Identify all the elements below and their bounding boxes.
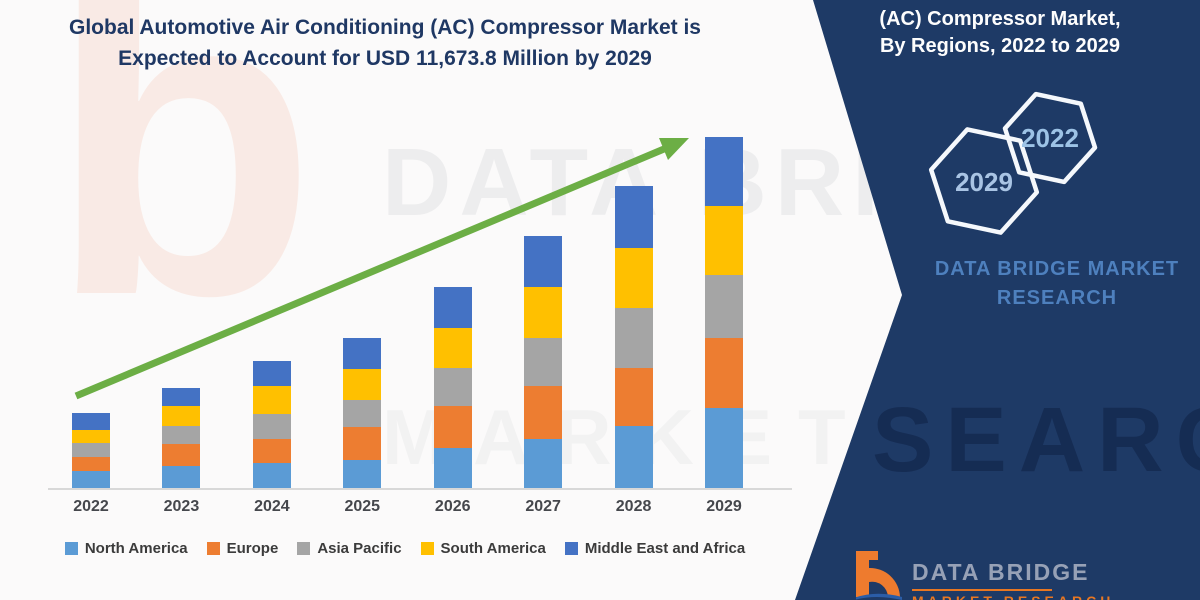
bar-2027 [524,236,563,488]
legend-item-north-america: North America [64,540,188,557]
x-axis-label-2022: 2022 [73,498,109,515]
sidebar-heading-line2: By Regions, 2022 to 2029 [879,35,1121,57]
data-bridge-logo-icon [856,551,902,600]
chart-title-line1: Global Automotive Air Conditioning (AC) … [69,16,701,39]
bar-2025-segment-asia-pacific [343,400,382,427]
bar-2024-segment-europe [252,439,291,463]
legend-label: Middle East and Africa [584,540,746,557]
chart-title: Global Automotive Air Conditioning (AC) … [40,12,730,74]
bar-2023 [162,388,201,488]
chart-title-line2: Expected to Account for USD 11,673.8 Mil… [118,47,652,70]
x-axis-label-2024: 2024 [254,498,290,515]
hexagon-2022-label: 2022 [1021,123,1079,153]
bar-2027-segment-europe [524,385,563,439]
bar-2022 [72,413,110,488]
bar-2027-segment-north-america [524,438,563,488]
sidebar-brand: DATA BRIDGE MARKET RESEARCH [932,255,1182,313]
bar-2024-segment-asia-pacific [252,414,291,439]
bar-2029-segment-south-america [705,206,743,276]
legend-item-south-america: South America [420,540,546,557]
bar-2025-segment-middle-east-and-africa [343,338,382,370]
watermark-b-logo: b [48,0,317,387]
bar-2026-segment-europe [433,406,472,448]
bar-2024-segment-north-america [252,462,291,488]
bar-2022-segment-middle-east-and-africa [72,413,110,431]
legend-swatch [564,542,578,555]
bar-2026-segment-asia-pacific [433,368,472,406]
bar-2027-segment-middle-east-and-africa [524,236,563,288]
x-axis-label-2027: 2027 [525,498,561,515]
sidebar-brand-line1: DATA BRIDGE MARKET [934,258,1180,280]
x-axis-label-2025: 2025 [344,498,381,515]
bar-2029-segment-europe [705,338,743,408]
bar-2029-segment-asia-pacific [705,275,743,339]
trend-arrow-icon [74,138,689,400]
x-axis-line [48,488,792,490]
sidebar-brand-line2: RESEARCH [996,287,1118,309]
bar-2024-segment-middle-east-and-africa [252,361,291,387]
bar-2029 [705,137,743,488]
x-axis-label-2029: 2029 [706,498,742,515]
bar-2028-segment-asia-pacific [614,308,653,369]
bar-2023-segment-middle-east-and-africa [162,388,201,406]
bar-2025-segment-europe [343,427,382,460]
bar-2023-segment-north-america [162,465,201,488]
bar-2029-segment-north-america [705,408,743,488]
bar-2026 [433,287,472,488]
legend-swatch [206,542,220,555]
bar-2029-segment-middle-east-and-africa [705,137,743,207]
bar-2026-segment-middle-east-and-africa [433,287,472,329]
bar-2023-segment-south-america [162,406,201,426]
legend-swatch [64,542,78,555]
bar-2023-segment-asia-pacific [162,425,201,444]
legend-swatch [420,542,434,555]
footer-brand-underline [912,589,1052,591]
bar-2022-segment-asia-pacific [72,443,110,457]
legend-item-middle-east-and-africa: Middle East and Africa [564,540,746,557]
sidebar-heading: (AC) Compressor Market, By Regions, 2022… [858,6,1142,60]
bar-2028-segment-north-america [614,426,653,488]
x-axis-label-2023: 2023 [163,498,200,515]
watermark-search-text: SEARCH [872,389,1200,491]
bar-2026-segment-north-america [433,448,472,488]
footer-brand-sub: MARKET RESEARCH [912,593,1114,600]
hexagon-2029 [928,127,1040,235]
legend-item-europe: Europe [206,540,279,557]
hexagon-2029-label: 2029 [955,167,1013,197]
bar-2024-segment-south-america [252,386,291,414]
bar-2022-segment-north-america [72,471,110,488]
bar-2024 [252,361,291,488]
bar-2027-segment-south-america [524,287,563,338]
sidebar-heading-line1: (AC) Compressor Market, [879,8,1121,30]
footer-brand-name: DATA BRIDGE [912,559,1090,585]
x-axis-label-2028: 2028 [615,498,652,515]
bar-2025 [343,338,382,488]
bar-2028-segment-south-america [614,248,653,309]
footer-logo: DATA BRIDGE MARKET RESEARCH [856,551,1114,600]
legend-swatch [297,542,311,555]
bar-2028-segment-europe [614,368,653,426]
legend-label: Europe [226,540,279,557]
legend-label: North America [84,540,188,557]
plot-area [72,137,743,488]
legend-item-asia-pacific: Asia Pacific [297,540,402,557]
bar-2028 [614,186,653,488]
bar-2022-segment-south-america [72,430,110,443]
bar-2025-segment-north-america [343,460,382,488]
bar-2025-segment-south-america [343,369,382,400]
bar-2023-segment-europe [162,443,201,466]
legend-label: Asia Pacific [317,540,402,557]
bar-2022-segment-europe [72,457,110,471]
x-axis-label-2026: 2026 [434,498,471,515]
hexagon-2022 [1002,91,1098,185]
bar-2028-segment-middle-east-and-africa [614,186,653,249]
legend-label: South America [440,540,546,557]
legend: North America Europe Asia Pacific South Ame… [30,540,780,557]
bar-2027-segment-asia-pacific [524,338,563,386]
bar-2026-segment-south-america [433,328,472,368]
